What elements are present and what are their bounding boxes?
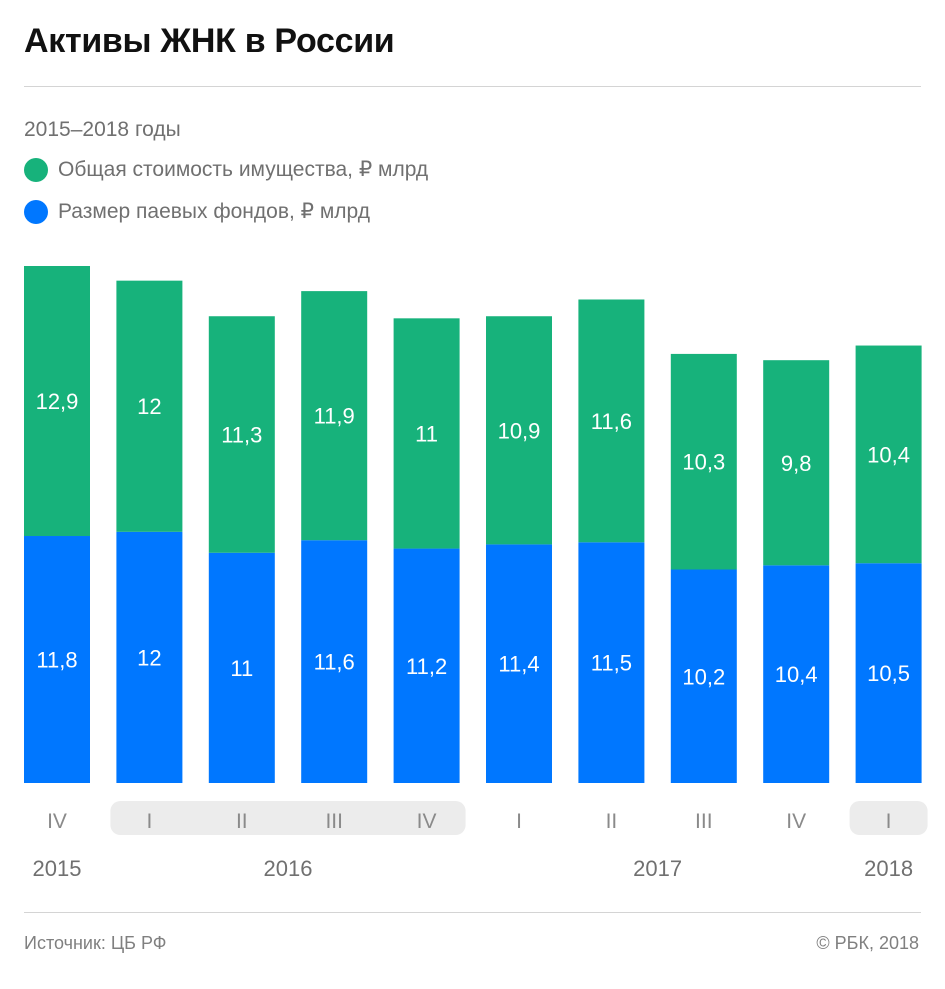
bar-value-label: 10,2: [682, 664, 725, 689]
bar-value-label: 11,4: [498, 652, 539, 677]
bar-share-funds: [855, 563, 922, 783]
bar-value-label: 11,8: [36, 648, 77, 673]
bar-total-property: [301, 291, 368, 541]
bar-total-property: [855, 345, 922, 564]
bar-total-property: [208, 316, 275, 553]
quarter-tick-label: III: [325, 810, 343, 833]
bar-share-funds: [116, 531, 183, 783]
bar-total-property: [393, 318, 460, 549]
year-tick-label: 2018: [864, 856, 913, 881]
quarter-group-highlight: [110, 801, 466, 835]
bar-value-label: 10,9: [498, 418, 541, 443]
bar-value-label: 10,4: [775, 662, 818, 687]
source-note: Источник: ЦБ РФ: [24, 933, 167, 953]
bottom-divider: [24, 912, 921, 913]
quarter-tick-label: II: [606, 810, 618, 833]
chart-subtitle: 2015–2018 годы: [24, 118, 181, 141]
quarter-tick-label: I: [886, 810, 892, 833]
quarter-tick-label: I: [516, 810, 522, 833]
bar-value-label: 10,3: [682, 450, 725, 475]
bar-value-label: 11,9: [314, 404, 355, 429]
quarter-tick-label: IV: [47, 810, 67, 833]
bar-total-property: [486, 316, 552, 545]
year-tick-label: 2015: [33, 856, 82, 881]
bar-value-label: 11,5: [591, 651, 632, 676]
bar-share-funds: [486, 544, 552, 783]
bar-share-funds: [393, 548, 460, 783]
year-tick-label: 2017: [633, 856, 682, 881]
bar-share-funds: [24, 536, 90, 783]
legend-label: Размер паевых фондов, ₽ млрд: [58, 200, 370, 223]
legend-item-share-funds: Размер паевых фондов, ₽ млрд: [24, 199, 370, 224]
legend-item-total-property: Общая стоимость имущества, ₽ млрд: [24, 157, 428, 182]
quarter-tick-label: IV: [786, 810, 806, 833]
bar-value-label: 11: [230, 656, 253, 681]
bar-value-label: 11,2: [406, 654, 447, 679]
bar-share-funds: [670, 569, 737, 783]
stacked-bar-chart: 11,812,9IV1212I1111,3II11,611,9III11,211…: [24, 266, 928, 881]
bar-value-label: 10,4: [867, 442, 910, 467]
chart-title: Активы ЖНК в России: [24, 22, 395, 60]
bar-value-label: 11,6: [591, 409, 632, 434]
legend-dot-green-icon: [24, 157, 48, 182]
bar-value-label: 9,8: [781, 451, 812, 476]
copyright-note: © РБК, 2018: [816, 933, 919, 953]
bar-total-property: [578, 299, 645, 543]
bar-value-label: 12: [137, 645, 161, 670]
legend-label: Общая стоимость имущества, ₽ млрд: [58, 158, 429, 181]
bar-value-label: 11,3: [221, 422, 262, 447]
quarter-tick-label: III: [695, 810, 713, 833]
legend-dot-blue-icon: [24, 199, 48, 224]
bar-total-property: [763, 360, 830, 566]
bar-value-label: 10,5: [867, 661, 910, 686]
bar-value-label: 11,6: [314, 650, 355, 675]
bar-value-label: 11: [415, 421, 438, 446]
quarter-tick-label: II: [236, 810, 248, 833]
bar-share-funds: [208, 552, 275, 783]
bar-total-property: [670, 353, 737, 570]
year-tick-label: 2016: [264, 856, 313, 881]
bar-total-property: [24, 266, 90, 537]
quarter-group-highlight: [849, 801, 928, 835]
bar-total-property: [116, 280, 183, 532]
top-divider: [24, 86, 921, 87]
bar-value-label: 12,9: [36, 389, 79, 414]
bar-value-label: 12: [137, 394, 161, 419]
quarter-tick-label: I: [146, 810, 152, 833]
bar-share-funds: [578, 542, 645, 783]
quarter-tick-label: IV: [417, 810, 437, 833]
bar-share-funds: [301, 540, 368, 783]
bar-share-funds: [763, 565, 830, 783]
